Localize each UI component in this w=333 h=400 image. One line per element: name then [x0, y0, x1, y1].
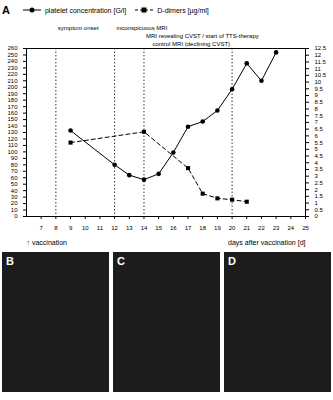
svg-text:16: 16: [170, 225, 177, 231]
svg-text:50: 50: [11, 181, 18, 187]
svg-text:30: 30: [11, 194, 18, 200]
svg-text:2.5: 2.5: [315, 180, 324, 186]
svg-text:130: 130: [7, 129, 18, 135]
svg-text:1: 1: [315, 200, 319, 206]
svg-text:200: 200: [7, 84, 18, 90]
svg-text:160: 160: [7, 110, 18, 116]
svg-text:15: 15: [155, 225, 162, 231]
svg-text:6: 6: [315, 133, 319, 139]
svg-text:↑ vaccination: ↑ vaccination: [27, 239, 68, 246]
svg-text:24: 24: [287, 225, 294, 231]
svg-text:25: 25: [302, 225, 309, 231]
svg-text:220: 220: [7, 71, 18, 77]
svg-text:100: 100: [7, 149, 18, 155]
svg-text:17: 17: [185, 225, 192, 231]
svg-text:22: 22: [258, 225, 265, 231]
svg-text:140: 140: [7, 123, 18, 129]
svg-text:10.5: 10.5: [315, 72, 327, 78]
svg-text:12: 12: [111, 225, 118, 231]
svg-text:23: 23: [273, 225, 280, 231]
svg-text:2: 2: [315, 187, 319, 193]
svg-text:8.5: 8.5: [315, 99, 324, 105]
html-text:D: D: [228, 255, 236, 267]
svg-text:7: 7: [40, 225, 44, 231]
svg-text:11: 11: [97, 225, 104, 231]
svg-text:260: 260: [7, 45, 18, 51]
svg-text:control MRI (declining CVST): control MRI (declining CVST): [152, 41, 230, 47]
svg-text:11: 11: [315, 66, 322, 72]
svg-text:13: 13: [126, 225, 133, 231]
svg-text:80: 80: [11, 162, 18, 168]
svg-text:3: 3: [315, 173, 319, 179]
svg-text:11.5: 11.5: [315, 59, 327, 65]
svg-text:8: 8: [54, 225, 58, 231]
svg-text:5.5: 5.5: [315, 140, 324, 146]
svg-text:0: 0: [315, 213, 319, 219]
svg-text:4.5: 4.5: [315, 153, 324, 159]
svg-text:10: 10: [11, 207, 18, 213]
svg-text:9.5: 9.5: [315, 86, 324, 92]
svg-text:19: 19: [214, 225, 221, 231]
svg-text:MRI revealing CVST / start of: MRI revealing CVST / start of TTS-therap…: [146, 33, 259, 39]
svg-text:20: 20: [229, 225, 236, 231]
svg-text:21: 21: [243, 225, 250, 231]
svg-text:14: 14: [141, 225, 148, 231]
svg-text:3.5: 3.5: [315, 166, 324, 172]
svg-text:110: 110: [8, 142, 18, 148]
svg-text:150: 150: [7, 116, 18, 122]
svg-text:230: 230: [7, 65, 18, 71]
svg-text:0: 0: [14, 213, 18, 219]
svg-text:12: 12: [315, 52, 322, 58]
svg-text:10: 10: [315, 79, 322, 85]
svg-text:9: 9: [69, 225, 73, 231]
svg-text:10: 10: [82, 225, 89, 231]
svg-text:250: 250: [7, 52, 18, 58]
svg-text:240: 240: [7, 58, 18, 64]
svg-text:60: 60: [11, 175, 18, 181]
svg-text:18: 18: [199, 225, 206, 231]
svg-text:20: 20: [11, 200, 18, 206]
svg-text:4: 4: [315, 160, 319, 166]
svg-text:0.5: 0.5: [315, 207, 324, 213]
svg-text:180: 180: [7, 97, 18, 103]
svg-text:120: 120: [7, 136, 18, 142]
svg-text:190: 190: [7, 91, 18, 97]
svg-text:90: 90: [11, 155, 18, 161]
svg-text:170: 170: [7, 104, 18, 110]
svg-text:8: 8: [315, 106, 319, 112]
svg-text:symptom onset: symptom onset: [58, 25, 99, 31]
svg-text:6.5: 6.5: [315, 126, 324, 132]
html-text:A: A: [2, 4, 10, 16]
html-text:D-dimers [µg/ml]: D-dimers [µg/ml]: [157, 6, 209, 14]
svg-text:7.5: 7.5: [315, 113, 324, 119]
svg-text:210: 210: [7, 78, 18, 84]
svg-text:40: 40: [11, 188, 18, 194]
svg-text:12.5: 12.5: [315, 45, 327, 51]
html-text:B: B: [6, 255, 14, 267]
svg-text:inconspicuous MRI: inconspicuous MRI: [117, 25, 168, 31]
svg-text:1.5: 1.5: [315, 193, 324, 199]
svg-text:9: 9: [315, 92, 319, 98]
svg-text:70: 70: [11, 168, 18, 174]
html-text:C: C: [117, 255, 125, 267]
svg-text:days after vaccination [d]: days after vaccination [d]: [228, 239, 305, 247]
html-text:platelet concentration [G/l]: platelet concentration [G/l]: [45, 6, 127, 14]
svg-text:7: 7: [315, 119, 319, 125]
svg-text:5: 5: [315, 146, 319, 152]
